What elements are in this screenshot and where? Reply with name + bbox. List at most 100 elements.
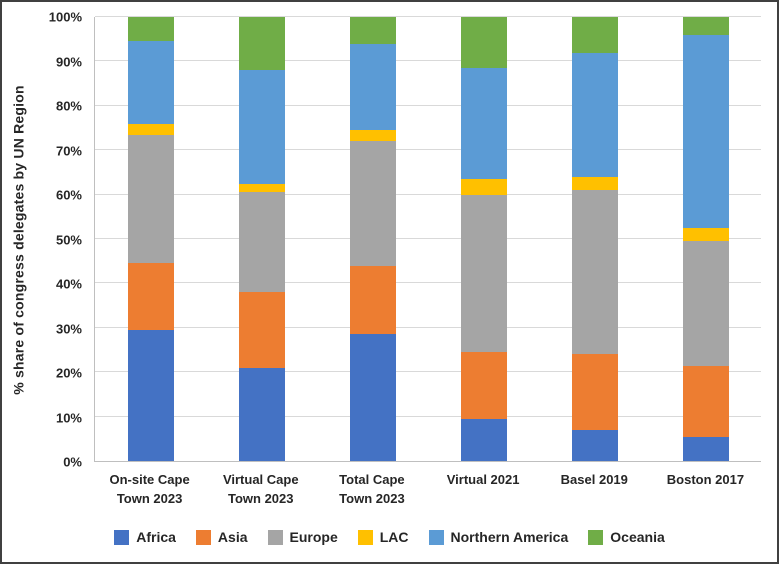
gridline <box>95 282 761 284</box>
bar-segment <box>238 70 285 184</box>
bar-segment <box>682 436 729 461</box>
legend-item: LAC <box>357 529 409 545</box>
bar-segment <box>571 52 618 177</box>
bar-segment <box>127 17 174 42</box>
legend-swatch <box>114 529 130 545</box>
x-tick-label: On-site Cape Town 2023 <box>109 472 190 506</box>
bar-segment <box>460 17 507 69</box>
y-tick-label: 100% <box>48 9 82 25</box>
bar-segment <box>682 227 729 242</box>
gridline <box>95 149 761 151</box>
bar-segment <box>571 429 618 461</box>
bar-segment <box>682 241 729 366</box>
gridline <box>95 104 761 106</box>
bar-column <box>539 17 650 461</box>
bar-segment <box>127 330 174 461</box>
y-axis-ticks: 0% 10% 20% 30% 40% 50% 60% 70% 80% 90% 100% <box>38 10 88 470</box>
bar-segment <box>238 17 285 71</box>
gridline <box>95 16 761 17</box>
y-tick-label: 90% <box>55 54 82 69</box>
bar-segment <box>460 68 507 180</box>
bar-segment <box>571 17 618 53</box>
bar-column <box>206 17 317 461</box>
gridline <box>95 415 761 417</box>
bar-segment <box>349 43 396 131</box>
bar-segment <box>238 367 285 461</box>
bar-segment <box>460 418 507 461</box>
legend-label: Europe <box>289 529 338 545</box>
stacked-bar <box>238 17 285 461</box>
x-tick-label: Total Cape Town 2023 <box>339 472 405 506</box>
bar-segment <box>571 190 618 355</box>
bar-segment <box>349 141 396 266</box>
y-tick-label: 80% <box>55 98 82 114</box>
y-axis-title: % share of congress delegates by UN Regi… <box>11 84 28 395</box>
bar-column <box>317 17 428 461</box>
y-tick-label: 10% <box>55 410 82 425</box>
x-axis-labels: On-site Cape Town 2023 Virtual Cape Town … <box>94 471 761 509</box>
stacked-bar <box>571 17 618 461</box>
bar-segment <box>349 17 396 44</box>
y-tick-label: 0% <box>63 454 82 470</box>
legend-label: Oceania <box>610 529 665 545</box>
legend-label: LAC <box>379 529 409 545</box>
bar-segment <box>460 352 507 419</box>
x-tick-label: Virtual 2021 <box>446 472 520 487</box>
y-tick-label: 60% <box>55 187 82 203</box>
legend-item: Asia <box>195 529 248 545</box>
bar-column <box>95 17 206 461</box>
bar-segment <box>238 192 285 293</box>
legend-swatch <box>267 529 283 545</box>
stacked-bar <box>460 17 507 461</box>
legend-item: Oceania <box>588 529 665 545</box>
x-tick-label: Basel 2019 <box>560 472 628 487</box>
legend-swatch <box>357 529 373 545</box>
bar-segment <box>349 130 396 142</box>
legend-item: Northern America <box>428 529 569 545</box>
legend-label: Northern America <box>450 529 569 545</box>
bar-segment <box>127 263 174 331</box>
legend-label: Asia <box>217 529 248 545</box>
gridline <box>95 371 761 373</box>
x-tick-label: Boston 2017 <box>666 472 745 487</box>
bars-layer <box>95 17 761 461</box>
legend-swatch <box>195 529 211 545</box>
bar-segment <box>682 17 729 35</box>
bar-column <box>428 17 539 461</box>
gridline <box>95 193 761 195</box>
legend-label: Africa <box>136 529 176 545</box>
gridline <box>95 238 761 239</box>
bar-segment <box>571 176 618 191</box>
y-tick-label: 20% <box>55 365 82 381</box>
plot-area <box>94 16 761 462</box>
bar-segment <box>682 365 729 437</box>
bar-segment <box>682 34 729 228</box>
legend-swatch <box>588 529 604 545</box>
bar-segment <box>460 179 507 195</box>
legend-item: Europe <box>267 529 338 545</box>
gridline <box>95 326 761 328</box>
y-tick-label: 30% <box>55 321 82 336</box>
legend-swatch <box>428 529 444 545</box>
bar-segment <box>238 292 285 368</box>
stacked-bar <box>349 17 396 461</box>
y-tick-label: 70% <box>55 143 82 158</box>
bar-column <box>650 17 761 461</box>
stacked-bar <box>127 17 174 461</box>
y-axis-title-wrap: % share of congress delegates by UN Regi… <box>6 17 32 462</box>
x-tick-label: Virtual Cape Town 2023 <box>222 472 299 506</box>
bar-segment <box>571 354 618 430</box>
legend-item: Africa <box>114 529 176 545</box>
gridline <box>95 60 761 62</box>
y-tick-label: 40% <box>55 276 82 292</box>
bar-segment <box>238 183 285 193</box>
y-tick-label: 50% <box>55 232 82 247</box>
bar-segment <box>127 41 174 124</box>
bar-segment <box>127 134 174 264</box>
bar-segment <box>127 123 174 135</box>
legend: Africa Asia Europe LAC Northern America Ocean… <box>2 529 777 545</box>
bar-segment <box>460 194 507 353</box>
stacked-bar <box>682 17 729 461</box>
bar-segment <box>349 265 396 335</box>
